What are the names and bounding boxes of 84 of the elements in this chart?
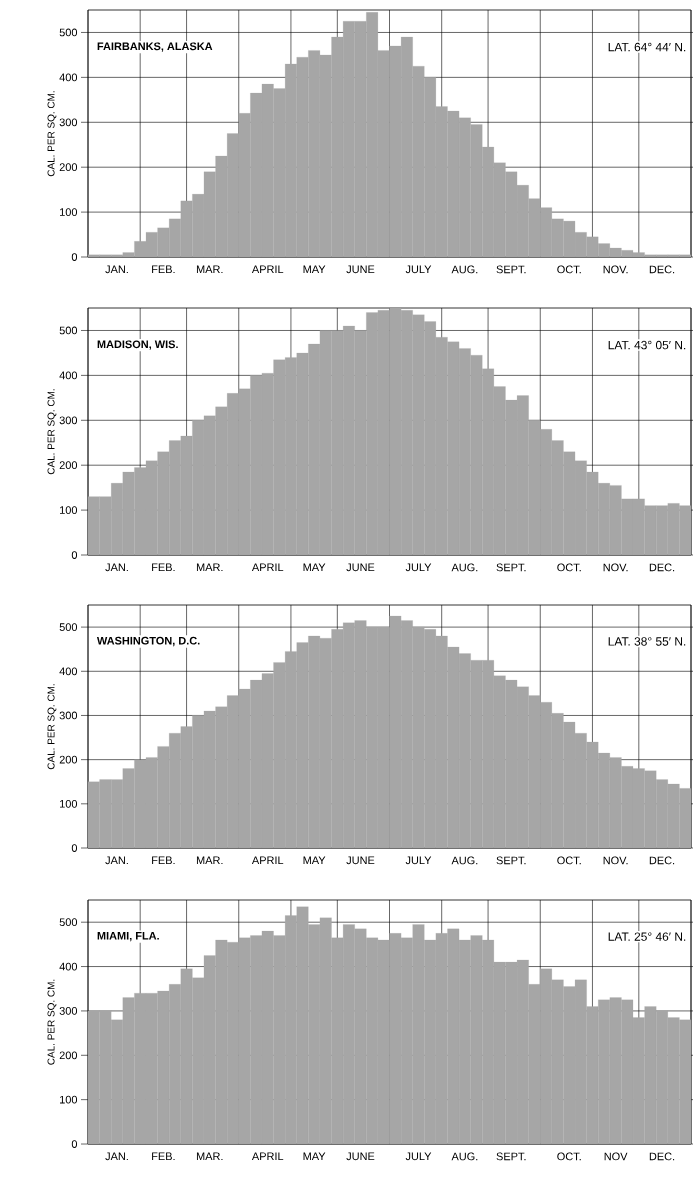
x-tick-label: APRIL [251,856,284,865]
text: FAIRBANKS, ALASKA [97,42,213,52]
y-axis-title: CAL. PER SQ. CM. [47,389,57,475]
x-tick-label: JAN. [105,265,128,274]
x-tick-label: SEPT. [496,1152,526,1161]
y-tick-label: 200 [59,1051,78,1060]
y-tick-label: 200 [59,163,78,172]
x-tick-label: JULY [405,856,432,865]
x-tick-label: OCT. [557,1152,581,1161]
y-tick-label: 400 [59,371,78,380]
x-tick-label: SEPT. [496,265,526,274]
y-axis-title: CAL. PER SQ. CM. [47,91,57,177]
x-tick-label: MAY [303,856,326,865]
x-tick-label: MAR. [196,563,223,572]
y-tick-label: 300 [59,416,78,425]
x-tick-label: FEB. [152,563,175,572]
text: MIAMI, FLA. [97,932,159,942]
y-tick-label: 0 [71,844,78,852]
y-tick-label: 300 [59,118,78,127]
x-tick-label: OCT. [557,856,581,865]
y-tick-label: 400 [59,962,78,971]
x-tick-label: MAY [303,1152,326,1161]
x-tick-label: DEC. [649,856,675,865]
x-tick-label: SEPT. [496,856,526,865]
x-tick-label: JUNE [346,563,375,572]
y-tick-label: 500 [59,623,78,631]
text: LAT. 25° 46′ N. [608,932,686,941]
y-tick-label: 100 [60,208,78,216]
y-tick-label: 500 [59,918,78,927]
x-tick-label: JULY [405,265,432,274]
x-tick-label: NOV. [603,856,628,865]
x-tick-label: MAY [303,563,326,572]
x-tick-label: DEC. [649,1152,675,1161]
x-tick-label: DEC. [649,265,675,274]
x-tick-label: SEPT. [496,563,526,572]
y-tick-label: 100 [60,1095,78,1104]
x-tick-label: APRIL [251,563,284,572]
text: LAT. 43° 05′ N. [608,340,686,350]
y-tick-label: 400 [59,667,78,676]
x-tick-label: FEB. [152,856,175,865]
x-tick-label: JAN. [105,563,128,572]
text: LAT. 64° 44′ N. [608,42,686,52]
x-tick-label: JAN. [105,856,128,865]
y-tick-label: 0 [71,1140,78,1148]
y-tick-label: 500 [59,28,78,37]
x-tick-label: DEC. [649,563,675,572]
y-tick-label: 100 [60,799,78,808]
y-tick-label: 400 [59,73,78,82]
x-tick-label: JUNE [346,1152,375,1161]
text: WASHINGTON, D.C. [96,636,200,647]
x-tick-label: FEB. [152,1152,175,1161]
text: MADISON, WIS. [97,340,178,350]
text: LAT. 38° 55′ N. [608,637,686,646]
x-tick-label: JUNE [346,265,375,274]
x-tick-label: MAR. [196,265,223,274]
x-tick-label: OCT. [557,265,581,274]
x-tick-label: OCT. [557,563,581,572]
x-tick-label: AUG. [451,563,478,572]
x-tick-label: APRIL [251,1152,284,1161]
y-axis-title: CAL. PER SQ. CM. [47,684,57,770]
x-tick-label: FEB. [152,265,175,274]
y-tick-label: 200 [59,755,78,764]
y-tick-label: 0 [71,551,78,559]
x-tick-label: NOV. [603,563,628,572]
x-tick-label: JULY [405,563,432,572]
y-tick-label: 500 [59,326,78,335]
x-tick-label: NOV. [603,265,628,274]
x-tick-label: JULY [405,1152,432,1161]
x-tick-label: MAR. [196,856,223,865]
x-tick-label: JAN. [105,1152,128,1161]
x-tick-label: AUG. [451,856,478,865]
y-tick-label: 0 [71,253,78,261]
x-tick-label: APRIL [251,265,284,274]
x-tick-label: JUNE [346,856,375,865]
x-tick-label: AUG. [451,265,478,274]
x-tick-label: AUG. [451,1152,478,1161]
y-tick-label: 200 [59,461,78,470]
y-axis-title: CAL. PER SQ. CM. [47,979,57,1065]
y-tick-label: 300 [59,711,78,720]
x-tick-label: NOV [604,1152,628,1161]
y-tick-label: 100 [60,506,78,514]
y-tick-label: 300 [59,1007,78,1015]
x-tick-label: MAY [303,265,326,274]
x-tick-label: MAR. [196,1152,223,1161]
